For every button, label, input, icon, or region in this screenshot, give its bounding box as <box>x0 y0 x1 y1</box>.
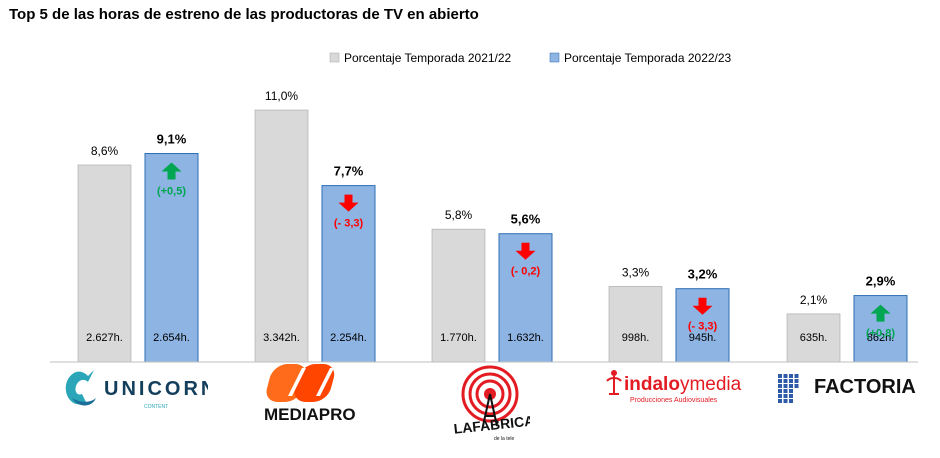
lafabrica-logo: LAFABRICA de la tele <box>453 365 530 442</box>
legend-swatch-2021-22 <box>329 52 340 63</box>
lafabrica-logo-text: LAFABRICA <box>453 412 530 436</box>
data-label-2022-23: 9,1% <box>157 132 187 147</box>
hours-label-2021-22: 3.342h. <box>263 332 300 344</box>
data-label-2022-23: 2,9% <box>866 274 896 289</box>
lafabrica-ring-icon-2 <box>468 372 512 416</box>
factoria-grid-icon <box>778 374 799 403</box>
lafabrica-tower-icon <box>482 393 498 427</box>
factoria-grid-dot <box>783 379 788 383</box>
factoria-grid-dot <box>794 384 799 388</box>
hours-label-2022-23: 862h. <box>867 332 895 344</box>
unicorn-logo-text: UNICORN <box>104 378 208 400</box>
change-label: (+0,5) <box>157 186 186 198</box>
lafabrica-ring-icon-3 <box>475 379 505 409</box>
factoria-grid-dot <box>778 399 782 403</box>
mediapro-logo: MEDIAPRO <box>264 364 356 424</box>
data-label-2021-22: 5,8% <box>445 208 473 222</box>
hours-label-2021-22: 635h. <box>800 332 828 344</box>
hours-label-2022-23: 2.254h. <box>330 332 367 344</box>
factoria-grid-dot <box>783 374 788 378</box>
arrow-down-icon <box>692 297 713 315</box>
hours-label-2022-23: 945h. <box>689 332 717 344</box>
mediapro-mark-slash <box>288 368 334 396</box>
factoria-logo-text: FACTORIA <box>814 376 916 398</box>
factoria-logo: FACTORIA <box>778 374 916 403</box>
change-label: (- 3,3) <box>334 218 364 230</box>
bar-2021-22 <box>254 109 309 363</box>
factoria-grid-dot <box>794 379 799 383</box>
factoria-grid-dot <box>783 384 788 388</box>
change-label: (- 3,3) <box>688 321 718 333</box>
hours-label-2022-23: 1.632h. <box>507 332 544 344</box>
legend-swatch-2022-23 <box>549 52 560 63</box>
indalo-logo-subtext: Producciones Audiovisuales <box>630 397 718 404</box>
bar-2022-23 <box>321 185 376 363</box>
factoria-grid-dot <box>778 374 782 378</box>
factoria-grid-dot <box>783 389 788 393</box>
change-label: (- 0,2) <box>511 266 541 278</box>
arrow-up-icon <box>161 162 182 180</box>
factoria-grid-dot <box>778 384 782 388</box>
unicorn-horse-icon <box>65 370 94 405</box>
hours-label-2021-22: 1.770h. <box>440 332 477 344</box>
arrow-down-icon <box>338 194 359 212</box>
indalo-logo: indaloymedia Producciones Audiovisuales <box>606 370 742 404</box>
hours-label-2021-22: 998h. <box>622 332 650 344</box>
legend-label-2021-22: Porcentaje Temporada 2021/22 <box>344 51 512 65</box>
bar-2021-22 <box>786 313 841 363</box>
indalo-logo-text: indaloymedia <box>624 374 742 395</box>
lafabrica-ring-icon <box>461 365 519 423</box>
data-label-2022-23: 3,2% <box>688 267 718 282</box>
indalo-figure-icon-body <box>606 376 622 395</box>
data-label-2022-23: 5,6% <box>511 212 541 227</box>
mediapro-mark-icon-2 <box>294 364 335 402</box>
factoria-grid-dot <box>789 394 793 398</box>
factoria-grid-dot <box>778 379 782 383</box>
bar-2021-22 <box>431 228 486 363</box>
factoria-grid-dot <box>789 399 793 403</box>
arrow-down-icon <box>515 242 536 260</box>
data-label-2022-23: 7,7% <box>334 164 364 179</box>
change-label: (+0,8) <box>866 328 895 340</box>
unicorn-horse-icon-accent <box>72 398 96 406</box>
bar-2021-22 <box>608 286 663 363</box>
arrow-up-icon <box>870 304 891 322</box>
factoria-grid-dot <box>783 399 788 403</box>
mediapro-logo-text: MEDIAPRO <box>264 405 356 424</box>
chart-title: Top 5 de las horas de estreno de las pro… <box>9 6 479 23</box>
data-label-2021-22: 8,6% <box>91 144 119 158</box>
factoria-grid-dot <box>783 394 788 398</box>
factoria-grid-dot <box>789 379 793 383</box>
lafabrica-logo-subtext: de la tele <box>494 436 515 442</box>
factoria-grid-dot <box>794 374 799 378</box>
legend-label-2022-23: Porcentaje Temporada 2022/23 <box>564 51 732 65</box>
hours-label-2021-22: 2.627h. <box>86 332 123 344</box>
data-label-2021-22: 3,3% <box>622 265 650 279</box>
data-label-2021-22: 2,1% <box>800 293 828 307</box>
data-label-2021-22: 11,0% <box>265 89 298 103</box>
factoria-grid-dot <box>778 394 782 398</box>
hours-label-2022-23: 2.654h. <box>153 332 190 344</box>
unicorn-logo-subtext: CONTENT <box>144 404 168 410</box>
indalo-figure-icon <box>611 370 617 376</box>
unicorn-logo: UNICORN CONTENT <box>65 370 208 410</box>
factoria-grid-dot <box>778 389 782 393</box>
factoria-grid-dot <box>789 384 793 388</box>
factoria-grid-dot <box>789 374 793 378</box>
factoria-grid-dot <box>789 389 793 393</box>
